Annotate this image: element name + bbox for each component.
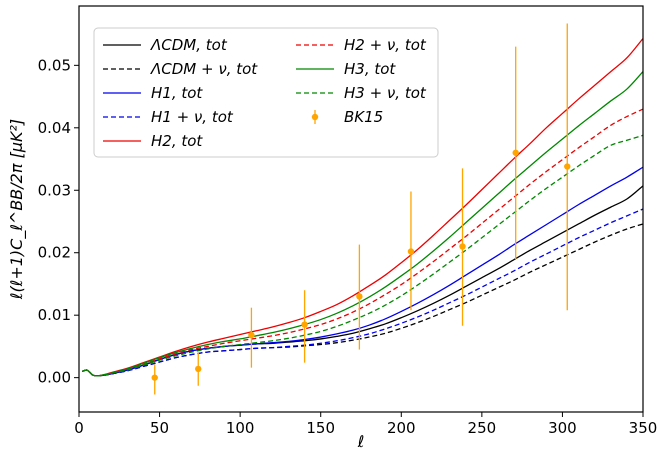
bk15-data-point [512, 149, 519, 156]
y-axis-ticks: 0.00 0.01 0.02 0.03 0.04 0.05 [38, 56, 79, 387]
bk15-data-point [248, 331, 255, 339]
bk15-data-point [407, 248, 415, 255]
bk15-data-point [564, 163, 571, 170]
legend-items: ΛCDM, tot ΛCDM + ν, tot H1, tot H1 + ν, tot… [103, 36, 427, 150]
legend-entry-label: ΛCDM, tot [150, 36, 228, 54]
plot-frame [78, 5, 644, 413]
series-line-h3-tot [82, 71, 643, 377]
x-axis-ticks: 0 50 100 150 200 250 300 350 [74, 412, 657, 437]
series-layer [82, 38, 643, 377]
bk15-data-point [356, 293, 363, 300]
legend-entry-label: H1 + ν, tot [151, 108, 234, 126]
y-axis-label: ℓ(ℓ+1)C_ℓ^BB/2π [μK²] [7, 119, 27, 300]
x-tick-label: 200 [387, 419, 416, 437]
series-line-h1-tot [82, 166, 643, 377]
y-tick-label: 0.04 [38, 119, 71, 137]
x-tick-label: 50 [150, 419, 169, 437]
x-tick-label: 100 [226, 419, 255, 437]
y-tick-label: 0.02 [38, 244, 71, 262]
bk15-data-point [459, 243, 466, 250]
y-tick-label: 0.01 [38, 306, 71, 324]
bk15-data-point [151, 374, 158, 381]
series-line-h1-tot [82, 208, 643, 377]
y-tick-label: 0.03 [38, 181, 71, 199]
x-tick-label: 300 [548, 419, 577, 437]
legend-entry-label: ΛCDM + ν, tot [150, 60, 258, 78]
x-tick-label: 0 [74, 419, 84, 437]
legend: ΛCDM, tot ΛCDM + ν, tot H1, tot H1 + ν, tot… [93, 27, 439, 158]
legend-entry-label: H3 + ν, tot [344, 84, 427, 102]
legend-entry-label: H2 + ν, tot [344, 36, 427, 54]
y-tick-label: 0.05 [38, 56, 71, 74]
bk15-data-point [195, 365, 202, 373]
legend-entry-label: H1, tot [151, 84, 203, 102]
y-tick-label: 0.00 [38, 369, 71, 387]
x-axis-label: ℓ [357, 432, 365, 451]
legend-entry-label: H3, tot [344, 60, 396, 78]
x-tick-label: 150 [306, 419, 335, 437]
legend-box [93, 27, 439, 158]
legend-entry-label: H2, tot [151, 132, 203, 150]
x-tick-label: 250 [468, 419, 497, 437]
x-tick-label: 350 [629, 419, 658, 437]
series-line--cdm-tot [82, 223, 643, 377]
legend-entry-label: BK15 [344, 108, 383, 126]
errorbar-layer [151, 23, 571, 395]
bk15-data-point [301, 321, 308, 328]
series-line-h3-tot [82, 134, 643, 377]
legend-swatch-marker [311, 113, 319, 121]
